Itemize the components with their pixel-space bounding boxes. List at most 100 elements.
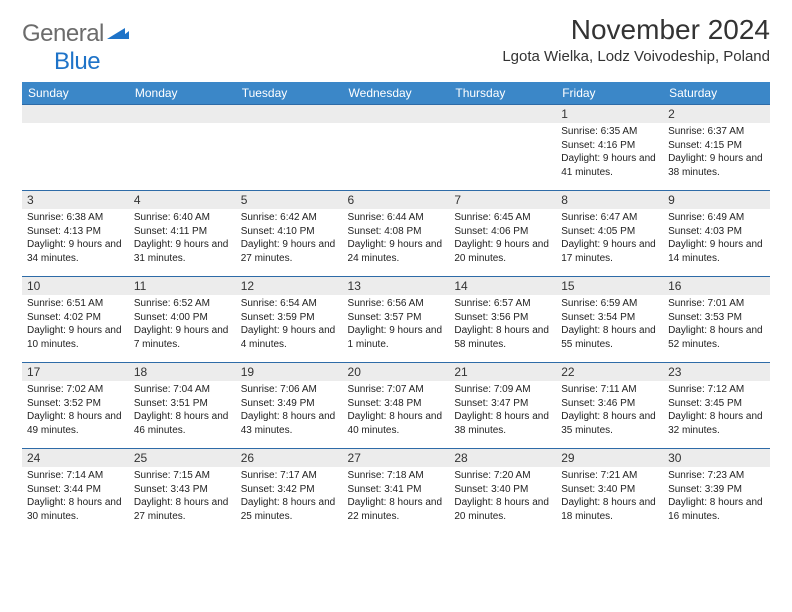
calendar-week-row: 1Sunrise: 6:35 AMSunset: 4:16 PMDaylight… [22,105,770,191]
day-number: 3 [22,191,129,209]
day-number: 6 [343,191,450,209]
day-details: Sunrise: 7:18 AMSunset: 3:41 PMDaylight:… [343,467,450,527]
calendar-day-cell: 24Sunrise: 7:14 AMSunset: 3:44 PMDayligh… [22,449,129,535]
day-details [236,123,343,129]
weekday-header: Monday [129,82,236,105]
day-details: Sunrise: 6:54 AMSunset: 3:59 PMDaylight:… [236,295,343,355]
day-number [343,105,450,123]
weekday-header: Wednesday [343,82,450,105]
day-details: Sunrise: 7:21 AMSunset: 3:40 PMDaylight:… [556,467,663,527]
calendar-day-cell: 13Sunrise: 6:56 AMSunset: 3:57 PMDayligh… [343,277,450,363]
calendar-day-cell [343,105,450,191]
day-number: 28 [449,449,556,467]
calendar-day-cell: 21Sunrise: 7:09 AMSunset: 3:47 PMDayligh… [449,363,556,449]
calendar-day-cell: 25Sunrise: 7:15 AMSunset: 3:43 PMDayligh… [129,449,236,535]
day-number [22,105,129,123]
day-number: 7 [449,191,556,209]
calendar-day-cell: 3Sunrise: 6:38 AMSunset: 4:13 PMDaylight… [22,191,129,277]
day-details [343,123,450,129]
day-details: Sunrise: 6:40 AMSunset: 4:11 PMDaylight:… [129,209,236,269]
day-details: Sunrise: 7:07 AMSunset: 3:48 PMDaylight:… [343,381,450,441]
logo-part2: Blue [54,48,100,75]
day-number [236,105,343,123]
day-details: Sunrise: 7:11 AMSunset: 3:46 PMDaylight:… [556,381,663,441]
calendar-day-cell: 26Sunrise: 7:17 AMSunset: 3:42 PMDayligh… [236,449,343,535]
calendar-day-cell: 12Sunrise: 6:54 AMSunset: 3:59 PMDayligh… [236,277,343,363]
day-number: 27 [343,449,450,467]
page-title: November 2024 [502,14,770,46]
day-details: Sunrise: 6:42 AMSunset: 4:10 PMDaylight:… [236,209,343,269]
calendar-day-cell: 8Sunrise: 6:47 AMSunset: 4:05 PMDaylight… [556,191,663,277]
day-number: 22 [556,363,663,381]
logo-part1: General [22,20,104,47]
calendar-day-cell [22,105,129,191]
logo: General Blue [22,20,129,76]
title-block: November 2024 Lgota Wielka, Lodz Voivode… [502,14,770,65]
day-number: 19 [236,363,343,381]
day-details: Sunrise: 6:38 AMSunset: 4:13 PMDaylight:… [22,209,129,269]
day-number: 23 [663,363,770,381]
day-number: 17 [22,363,129,381]
day-details: Sunrise: 7:23 AMSunset: 3:39 PMDaylight:… [663,467,770,527]
day-number: 14 [449,277,556,295]
calendar-day-cell: 16Sunrise: 7:01 AMSunset: 3:53 PMDayligh… [663,277,770,363]
day-number: 21 [449,363,556,381]
calendar-day-cell: 14Sunrise: 6:57 AMSunset: 3:56 PMDayligh… [449,277,556,363]
weekday-header: Saturday [663,82,770,105]
day-details [22,123,129,129]
calendar-day-cell: 4Sunrise: 6:40 AMSunset: 4:11 PMDaylight… [129,191,236,277]
day-number: 24 [22,449,129,467]
day-details: Sunrise: 7:02 AMSunset: 3:52 PMDaylight:… [22,381,129,441]
day-details [449,123,556,129]
day-details: Sunrise: 6:47 AMSunset: 4:05 PMDaylight:… [556,209,663,269]
location-text: Lgota Wielka, Lodz Voivodeship, Poland [502,48,770,65]
day-details: Sunrise: 6:56 AMSunset: 3:57 PMDaylight:… [343,295,450,355]
calendar-day-cell: 20Sunrise: 7:07 AMSunset: 3:48 PMDayligh… [343,363,450,449]
calendar-body: 1Sunrise: 6:35 AMSunset: 4:16 PMDaylight… [22,105,770,535]
calendar-day-cell [129,105,236,191]
weekday-header: Thursday [449,82,556,105]
day-details: Sunrise: 7:04 AMSunset: 3:51 PMDaylight:… [129,381,236,441]
day-number: 8 [556,191,663,209]
day-number: 10 [22,277,129,295]
calendar-day-cell: 22Sunrise: 7:11 AMSunset: 3:46 PMDayligh… [556,363,663,449]
logo-text: General Blue [22,20,129,76]
calendar-day-cell: 18Sunrise: 7:04 AMSunset: 3:51 PMDayligh… [129,363,236,449]
day-number: 1 [556,105,663,123]
day-details: Sunrise: 6:37 AMSunset: 4:15 PMDaylight:… [663,123,770,183]
day-details: Sunrise: 7:01 AMSunset: 3:53 PMDaylight:… [663,295,770,355]
calendar-week-row: 3Sunrise: 6:38 AMSunset: 4:13 PMDaylight… [22,191,770,277]
calendar-day-cell: 9Sunrise: 6:49 AMSunset: 4:03 PMDaylight… [663,191,770,277]
calendar-day-cell: 6Sunrise: 6:44 AMSunset: 4:08 PMDaylight… [343,191,450,277]
day-number: 26 [236,449,343,467]
calendar-week-row: 24Sunrise: 7:14 AMSunset: 3:44 PMDayligh… [22,449,770,535]
calendar-day-cell: 29Sunrise: 7:21 AMSunset: 3:40 PMDayligh… [556,449,663,535]
day-details: Sunrise: 6:45 AMSunset: 4:06 PMDaylight:… [449,209,556,269]
logo-icon [104,28,129,45]
calendar-day-cell: 2Sunrise: 6:37 AMSunset: 4:15 PMDaylight… [663,105,770,191]
calendar-day-cell: 7Sunrise: 6:45 AMSunset: 4:06 PMDaylight… [449,191,556,277]
calendar-day-cell [236,105,343,191]
day-details: Sunrise: 7:17 AMSunset: 3:42 PMDaylight:… [236,467,343,527]
day-details: Sunrise: 6:52 AMSunset: 4:00 PMDaylight:… [129,295,236,355]
day-number: 30 [663,449,770,467]
calendar-week-row: 17Sunrise: 7:02 AMSunset: 3:52 PMDayligh… [22,363,770,449]
day-details [129,123,236,129]
calendar-table: SundayMondayTuesdayWednesdayThursdayFrid… [22,82,770,535]
day-details: Sunrise: 6:49 AMSunset: 4:03 PMDaylight:… [663,209,770,269]
weekday-header: Friday [556,82,663,105]
calendar-day-cell: 17Sunrise: 7:02 AMSunset: 3:52 PMDayligh… [22,363,129,449]
calendar-day-cell: 28Sunrise: 7:20 AMSunset: 3:40 PMDayligh… [449,449,556,535]
calendar-day-cell: 5Sunrise: 6:42 AMSunset: 4:10 PMDaylight… [236,191,343,277]
day-number: 11 [129,277,236,295]
day-number: 2 [663,105,770,123]
day-details: Sunrise: 6:51 AMSunset: 4:02 PMDaylight:… [22,295,129,355]
calendar-day-cell: 15Sunrise: 6:59 AMSunset: 3:54 PMDayligh… [556,277,663,363]
day-details: Sunrise: 6:59 AMSunset: 3:54 PMDaylight:… [556,295,663,355]
weekday-header-row: SundayMondayTuesdayWednesdayThursdayFrid… [22,82,770,105]
calendar-day-cell: 30Sunrise: 7:23 AMSunset: 3:39 PMDayligh… [663,449,770,535]
day-details: Sunrise: 7:09 AMSunset: 3:47 PMDaylight:… [449,381,556,441]
day-number: 9 [663,191,770,209]
header: General Blue November 2024 Lgota Wielka,… [22,14,770,76]
calendar-day-cell: 1Sunrise: 6:35 AMSunset: 4:16 PMDaylight… [556,105,663,191]
